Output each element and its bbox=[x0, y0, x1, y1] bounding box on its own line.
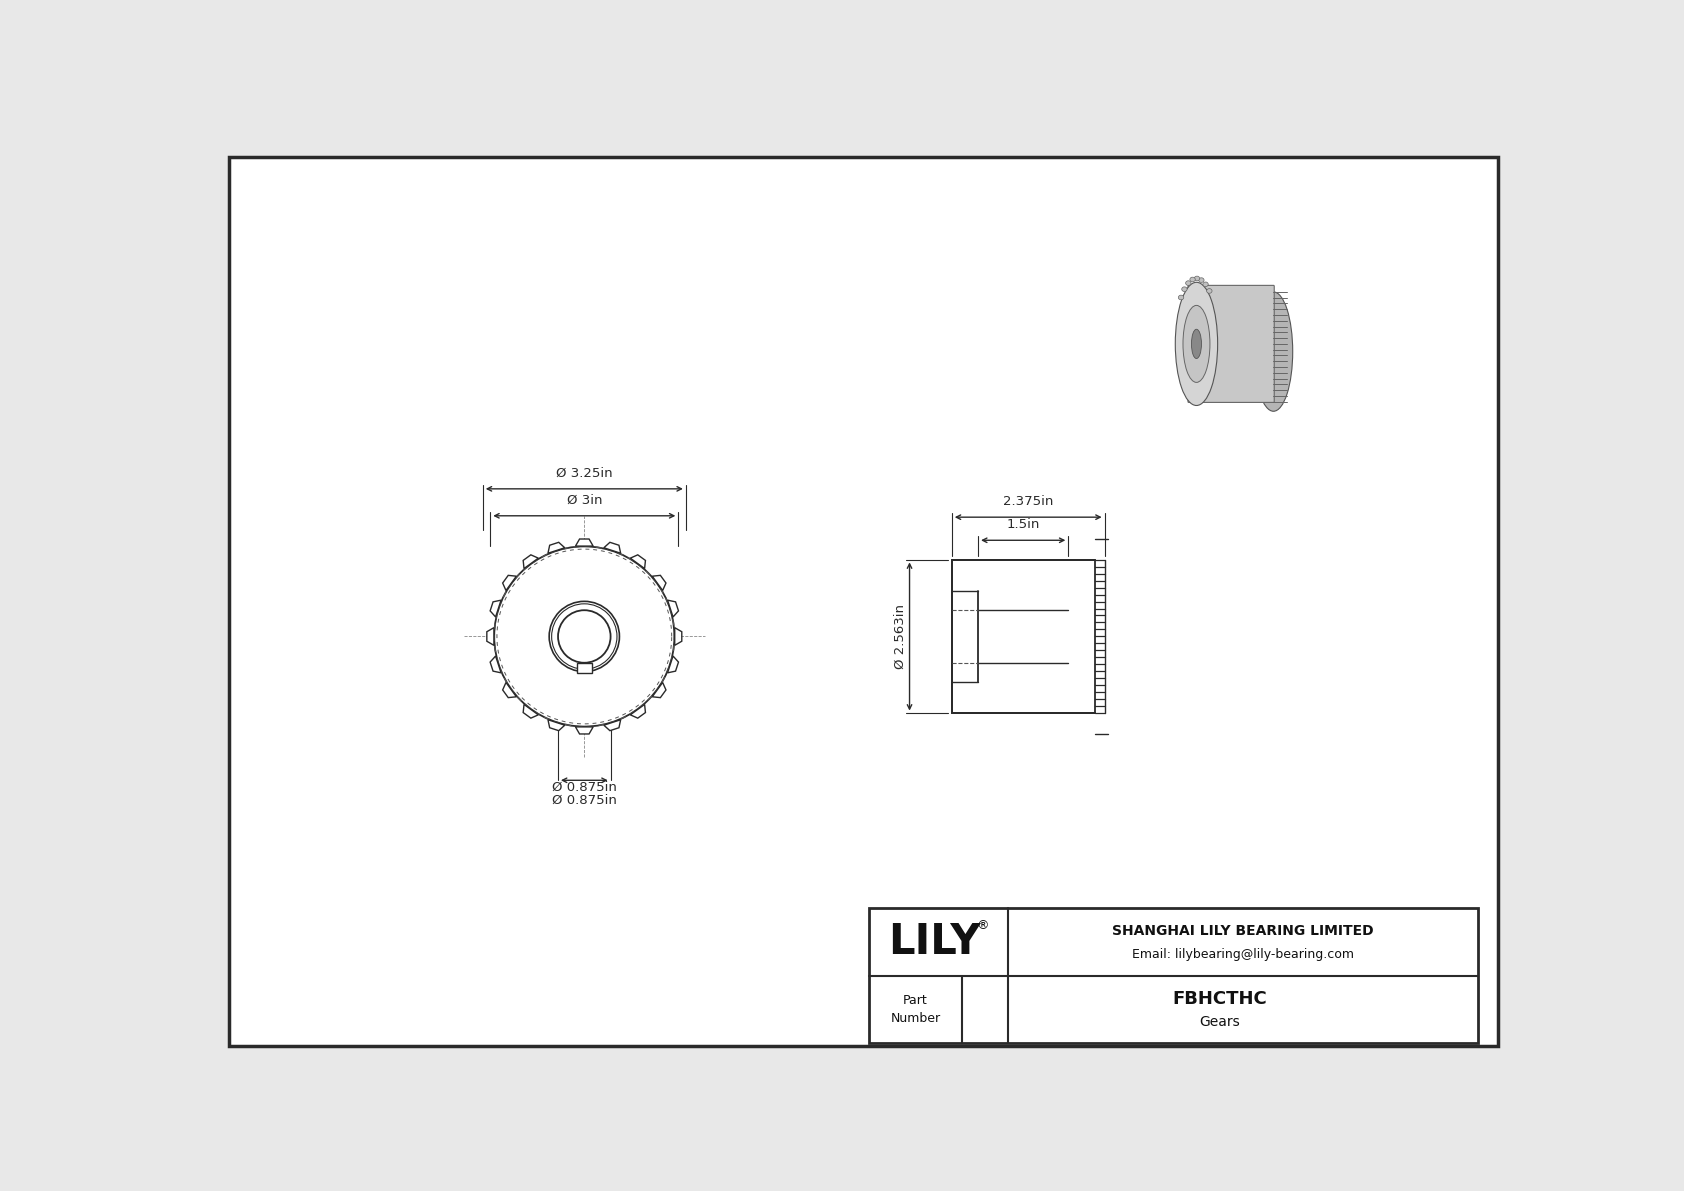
Ellipse shape bbox=[1255, 292, 1293, 411]
Polygon shape bbox=[487, 628, 493, 646]
Polygon shape bbox=[547, 542, 564, 554]
Text: Email: lilybearing@lily-bearing.com: Email: lilybearing@lily-bearing.com bbox=[1132, 948, 1354, 961]
Bar bbox=[951, 560, 1095, 713]
Ellipse shape bbox=[1207, 288, 1212, 293]
Polygon shape bbox=[524, 555, 539, 568]
Bar bbox=[578, 662, 591, 673]
Polygon shape bbox=[502, 682, 517, 698]
Ellipse shape bbox=[1182, 305, 1209, 382]
Text: 2.375in: 2.375in bbox=[1004, 495, 1054, 507]
Text: Ø 3in: Ø 3in bbox=[566, 493, 603, 506]
Polygon shape bbox=[524, 704, 539, 718]
Polygon shape bbox=[490, 600, 502, 617]
Polygon shape bbox=[490, 656, 502, 673]
Text: Ø 0.875in: Ø 0.875in bbox=[552, 781, 616, 794]
Ellipse shape bbox=[1186, 281, 1191, 286]
FancyBboxPatch shape bbox=[1187, 286, 1275, 403]
Text: 1.5in: 1.5in bbox=[1007, 518, 1041, 531]
Circle shape bbox=[549, 601, 620, 672]
Text: Ø 2.563in: Ø 2.563in bbox=[894, 604, 906, 669]
Polygon shape bbox=[667, 600, 679, 617]
Ellipse shape bbox=[1194, 276, 1199, 281]
Text: Ø 0.875in: Ø 0.875in bbox=[552, 794, 616, 807]
Text: ®: ® bbox=[977, 918, 989, 931]
Circle shape bbox=[557, 610, 611, 662]
Ellipse shape bbox=[1199, 278, 1204, 282]
Text: SHANGHAI LILY BEARING LIMITED: SHANGHAI LILY BEARING LIMITED bbox=[1111, 924, 1374, 939]
Ellipse shape bbox=[1202, 282, 1207, 287]
Polygon shape bbox=[576, 540, 593, 547]
Text: FBHCTHC: FBHCTHC bbox=[1172, 990, 1266, 1008]
Text: LILY: LILY bbox=[889, 921, 980, 964]
Polygon shape bbox=[630, 555, 645, 568]
Polygon shape bbox=[576, 727, 593, 734]
Polygon shape bbox=[667, 656, 679, 673]
Ellipse shape bbox=[1192, 329, 1201, 358]
Polygon shape bbox=[675, 628, 682, 646]
Ellipse shape bbox=[1182, 287, 1187, 292]
Ellipse shape bbox=[1175, 282, 1218, 405]
Polygon shape bbox=[605, 542, 621, 554]
Ellipse shape bbox=[1191, 278, 1196, 282]
Ellipse shape bbox=[1179, 295, 1184, 300]
Bar bbox=[869, 909, 1477, 1043]
Text: Gears: Gears bbox=[1199, 1015, 1239, 1029]
Circle shape bbox=[493, 547, 674, 727]
Polygon shape bbox=[547, 719, 564, 730]
Polygon shape bbox=[652, 575, 665, 591]
Text: Part
Number: Part Number bbox=[891, 993, 940, 1025]
Polygon shape bbox=[502, 575, 517, 591]
Polygon shape bbox=[630, 704, 645, 718]
Text: Ø 3.25in: Ø 3.25in bbox=[556, 467, 613, 480]
Circle shape bbox=[552, 604, 616, 669]
Polygon shape bbox=[652, 682, 665, 698]
Polygon shape bbox=[605, 719, 621, 730]
